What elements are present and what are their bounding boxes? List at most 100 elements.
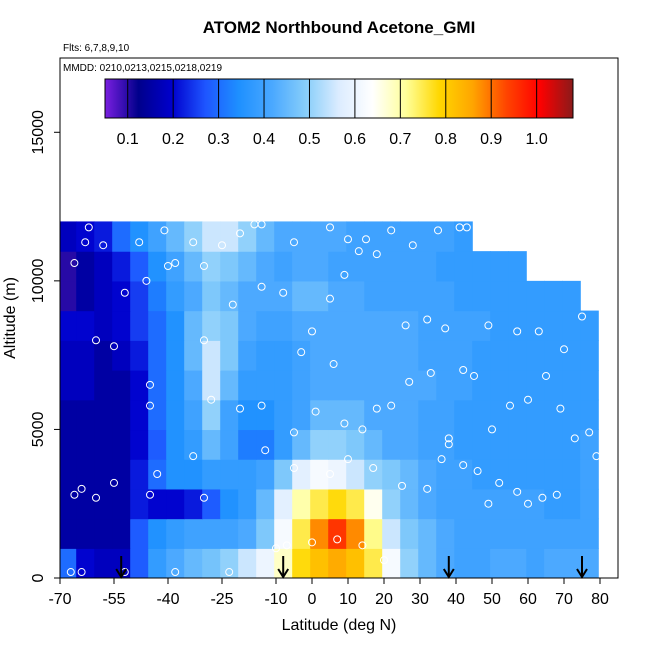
sample-point [257,220,266,229]
heatmap-cell [364,488,383,520]
sample-point [592,300,601,309]
sample-point [556,404,565,413]
sample-point [387,401,396,410]
heatmap-cell [184,459,203,490]
x-axis: -70 -55 -40 -25 -10 0 10 20 30 40 50 60 70 80 [48,578,609,608]
heatmap-cell [346,340,365,371]
heatmap-cell [508,251,527,282]
heatmap-cell [238,221,257,252]
sample-point [405,377,414,386]
heatmap-cell [60,399,77,431]
heatmap-cell [238,340,257,371]
sample-point [329,360,338,369]
y-tick-label: 5000 [30,412,47,448]
x-tick-label: -10 [264,591,287,608]
heatmap-cell [382,340,401,371]
heatmap-cell [292,280,311,312]
sample-point [84,223,93,232]
sample-point [228,300,237,309]
heatmap-cell [544,518,563,549]
heatmap-cell [94,310,113,341]
heatmap-cell [346,518,365,549]
heatmap-cell [382,488,401,520]
sample-point [513,327,522,336]
sample-point [279,288,288,297]
heatmap-cell [166,310,185,341]
heatmap-cell [94,221,113,252]
sample-point [333,535,342,544]
heatmap-cell [220,518,239,549]
heatmap-cell [60,518,77,549]
heatmap-cell [328,399,347,431]
heatmap-cell [364,310,383,341]
heatmap-cell [310,251,329,282]
colorbar-gradient [104,78,574,119]
heatmap-layer [60,221,599,578]
heatmap-cell [346,251,365,282]
sample-point [200,493,208,502]
sample-point [66,568,75,577]
sample-point [398,481,406,490]
sample-point [225,568,234,577]
heatmap-cell [220,459,239,490]
heatmap-cell [454,310,473,341]
heatmap-cell [526,429,545,460]
heatmap-cell [562,280,581,312]
heatmap-cell [60,310,77,341]
heatmap-cell [112,251,131,282]
heatmap-cell [184,221,203,252]
heatmap-cell [292,548,311,578]
heatmap-cell [256,221,275,252]
sample-point [200,336,208,345]
heatmap-cell [418,340,437,371]
heatmap-cell [130,280,149,312]
heatmap-cell [184,340,203,371]
x-tick-label: 0 [308,591,317,608]
heatmap-cell [148,399,167,431]
heatmap-cell [436,488,455,520]
heatmap-cell [400,518,419,549]
heatmap-cell [382,251,401,282]
heatmap-cell [166,429,185,460]
heatmap-cell [94,518,113,549]
heatmap-cell [400,280,419,312]
heatmap-cell [112,340,131,371]
heatmap-cell [130,459,149,490]
sample-point [257,282,266,291]
heatmap-cell [76,310,95,341]
sample-point [290,464,298,473]
sample-point [99,241,108,250]
sample-point [153,470,162,478]
heatmap-cell [436,221,455,252]
heatmap-cell [76,340,95,371]
heatmap-cell [490,459,509,490]
sample-point [592,452,601,461]
heatmap-cell [202,251,221,282]
sample-point [92,336,100,345]
heatmap-cell [418,221,437,252]
heatmap-cell [562,340,581,371]
heatmap-cell [238,488,257,520]
heatmap-cell [60,251,77,282]
heatmap-cell [274,251,293,282]
heatmap-cell [292,488,311,520]
heatmap-cell [544,370,563,401]
sample-point [290,428,298,437]
x-tick-label: -25 [210,591,233,608]
heatmap-cell [60,370,77,401]
dates-label: MMDD: 0210,0213,0215,0218,0219 [63,63,222,74]
sample-point [542,371,550,380]
sample-point [459,366,468,374]
heatmap-cell [184,518,203,549]
heatmap-cell [60,221,77,252]
heatmap-cell [148,310,167,341]
heatmap-cell [202,340,221,371]
heatmap-cell [418,251,437,282]
heatmap-cell [184,280,203,312]
sample-point [423,315,432,324]
colorbar-tick-label: 0.2 [162,131,184,148]
colorbar-tick-label: 0.8 [435,131,457,148]
heatmap-cell [148,251,167,282]
heatmap-cell [490,340,509,371]
heatmap-cell [256,518,275,549]
